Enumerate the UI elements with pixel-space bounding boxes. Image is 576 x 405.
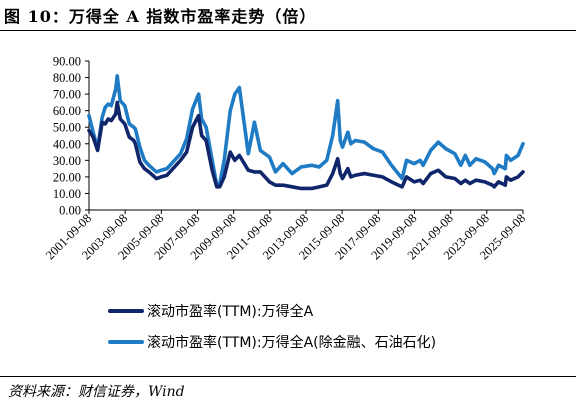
chart-legend: 滚动市盈率(TTM):万得全A 滚动市盈率(TTM):万得全A(除金融、石油石化): [108, 303, 436, 351]
y-tick-label: 30.00: [53, 154, 81, 168]
y-tick-label: 20.00: [53, 170, 81, 184]
y-tick-label: 0.00: [59, 204, 81, 218]
source-note: 资料来源：财信证券，Wind: [8, 384, 185, 400]
footer-bar: 资料来源：财信证券，Wind: [0, 376, 576, 405]
y-tick-label: 80.00: [53, 71, 81, 85]
y-tick-label: 50.00: [53, 121, 81, 135]
chart-title: 图 10：万得全 A 指数市盈率走势（倍）: [4, 7, 317, 26]
y-tick-label: 60.00: [53, 104, 81, 118]
pe-ratio-chart: 0.00 10.00 20.00 30.00 40.00 50.00 60.00 70.00 8…: [43, 55, 528, 352]
legend-label-2: 滚动市盈率(TTM):万得全A(除金融、石油石化): [147, 334, 436, 351]
y-tick-label: 70.00: [53, 88, 81, 102]
chart-series: [87, 74, 525, 191]
series-line-2: [87, 74, 525, 187]
legend-label-1: 滚动市盈率(TTM):万得全A: [147, 303, 314, 320]
series-line-1: [87, 100, 525, 191]
title-bar: 图 10：万得全 A 指数市盈率走势（倍）: [0, 0, 576, 31]
y-tick-label: 10.00: [53, 187, 81, 201]
y-tick-label: 40.00: [53, 137, 81, 151]
y-tick-label: 90.00: [53, 55, 81, 69]
